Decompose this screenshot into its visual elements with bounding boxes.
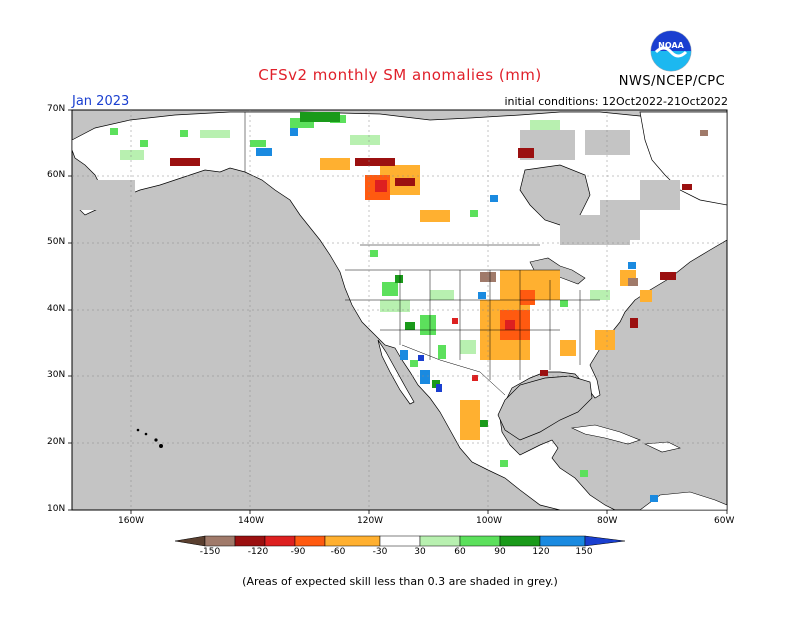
colorbar-bin: [204, 535, 236, 547]
colorbar-label: -90: [290, 547, 306, 557]
lat-label: 40N: [47, 304, 66, 314]
chart-title: CFSv2 monthly SM anomalies (mm): [258, 66, 542, 84]
colorbar-label: -60: [330, 547, 346, 557]
colorbar-label: -150: [199, 547, 221, 557]
lon-label: 60W: [714, 516, 735, 526]
gulf-of-mexico: [497, 375, 593, 441]
lat-label: 10N: [47, 504, 66, 514]
lon-label: 140W: [238, 516, 265, 526]
colorbar-bin: [379, 535, 421, 547]
lon-label: 120W: [357, 516, 384, 526]
skill-footnote: (Areas of expected skill less than 0.3 a…: [242, 575, 558, 588]
colorbar-bin: [459, 535, 501, 547]
lat-label: 50N: [47, 237, 66, 247]
colorbar-bin: [324, 535, 381, 547]
lat-label: 20N: [47, 437, 66, 447]
colorbar: [174, 535, 626, 547]
initial-conditions-label: initial conditions: 12Oct2022-21Oct2022: [504, 95, 728, 108]
colorbar-label: 60: [454, 547, 466, 557]
colorbar-bin: [264, 535, 296, 547]
lat-label: 70N: [47, 104, 66, 114]
colorbar-bin: [539, 535, 586, 547]
lon-label: 80W: [597, 516, 618, 526]
noaa-logo-icon: NOAA: [650, 30, 692, 72]
colorbar-label: 90: [494, 547, 506, 557]
svg-text:NOAA: NOAA: [658, 41, 684, 50]
lat-label: 30N: [47, 370, 66, 380]
colorbar-label: -120: [247, 547, 269, 557]
lon-label: 160W: [118, 516, 145, 526]
colorbar-label: 30: [414, 547, 426, 557]
graticule: [72, 110, 727, 510]
colorbar-label: 120: [532, 547, 550, 557]
colorbar-bin: [499, 535, 541, 547]
political-borders: [244, 112, 600, 396]
colorbar-bin: [419, 535, 461, 547]
lat-label: 60N: [47, 170, 66, 180]
month-label: Jan 2023: [72, 94, 130, 109]
agency-label: NWS/NCEP/CPC: [618, 74, 726, 89]
hispaniola-land: [643, 441, 681, 453]
low-skill-regions: [75, 130, 680, 245]
colorbar-bin: [294, 535, 326, 547]
colorbar-cap-left: [174, 535, 206, 547]
colorbar-cap-right: [584, 535, 626, 547]
colorbar-label: -30: [372, 547, 388, 557]
cuba-land: [570, 424, 641, 445]
colorbar-label: 150: [575, 547, 593, 557]
colorbar-bin: [234, 535, 266, 547]
lon-label: 100W: [476, 516, 503, 526]
baja-peninsula: [377, 339, 415, 405]
